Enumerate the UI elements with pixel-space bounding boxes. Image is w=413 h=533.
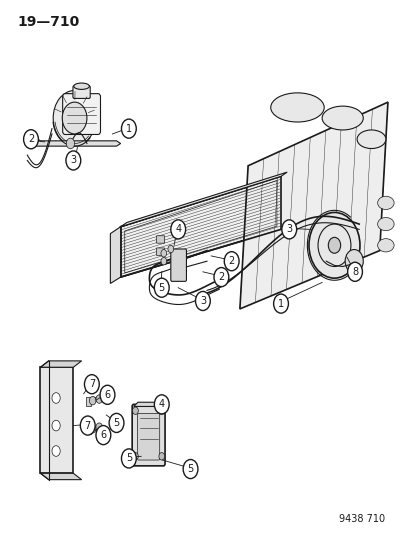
Circle shape xyxy=(52,393,60,403)
Circle shape xyxy=(168,245,173,253)
Circle shape xyxy=(96,395,102,403)
Text: 6: 6 xyxy=(100,430,106,440)
Circle shape xyxy=(308,213,359,278)
Polygon shape xyxy=(40,367,73,473)
Ellipse shape xyxy=(377,217,393,231)
Circle shape xyxy=(132,453,138,460)
Circle shape xyxy=(100,385,115,405)
Polygon shape xyxy=(40,361,81,367)
Text: 2: 2 xyxy=(28,134,34,144)
Text: 4: 4 xyxy=(158,399,164,409)
FancyBboxPatch shape xyxy=(171,249,186,281)
FancyBboxPatch shape xyxy=(156,248,164,255)
FancyBboxPatch shape xyxy=(132,405,165,466)
Circle shape xyxy=(89,424,96,433)
Circle shape xyxy=(195,292,210,311)
Text: 5: 5 xyxy=(187,464,193,474)
Circle shape xyxy=(132,407,138,415)
Polygon shape xyxy=(133,402,167,407)
Circle shape xyxy=(84,375,99,394)
Polygon shape xyxy=(85,425,97,434)
Text: 5: 5 xyxy=(126,454,132,463)
Circle shape xyxy=(161,257,166,265)
Circle shape xyxy=(347,262,361,281)
Polygon shape xyxy=(34,138,120,146)
Text: 4: 4 xyxy=(175,224,181,235)
FancyBboxPatch shape xyxy=(62,94,100,134)
Polygon shape xyxy=(120,172,287,227)
Circle shape xyxy=(273,294,288,313)
Polygon shape xyxy=(110,227,120,284)
Ellipse shape xyxy=(377,239,393,252)
Circle shape xyxy=(281,220,296,239)
Text: 1: 1 xyxy=(277,298,283,309)
Circle shape xyxy=(121,119,136,138)
Text: 5: 5 xyxy=(113,418,119,428)
Circle shape xyxy=(24,130,38,149)
FancyBboxPatch shape xyxy=(73,86,90,99)
Circle shape xyxy=(214,268,228,287)
Circle shape xyxy=(159,453,164,460)
Text: 2: 2 xyxy=(228,256,234,266)
FancyBboxPatch shape xyxy=(137,414,159,460)
Ellipse shape xyxy=(356,130,385,149)
FancyBboxPatch shape xyxy=(156,236,164,243)
Circle shape xyxy=(159,407,164,415)
Circle shape xyxy=(62,102,87,134)
Circle shape xyxy=(80,416,95,435)
Text: 6: 6 xyxy=(104,390,110,400)
Text: 8: 8 xyxy=(351,267,357,277)
Circle shape xyxy=(328,237,340,253)
Ellipse shape xyxy=(321,106,362,130)
Text: 1: 1 xyxy=(126,124,132,134)
Circle shape xyxy=(96,425,111,445)
Circle shape xyxy=(109,414,123,432)
Circle shape xyxy=(183,459,197,479)
Text: 5: 5 xyxy=(158,282,164,293)
Polygon shape xyxy=(85,398,97,406)
Polygon shape xyxy=(120,176,280,277)
Text: 3: 3 xyxy=(199,296,205,306)
Text: 3: 3 xyxy=(70,156,76,165)
Circle shape xyxy=(154,278,169,297)
Polygon shape xyxy=(40,473,81,480)
Circle shape xyxy=(344,249,362,273)
Circle shape xyxy=(171,220,185,239)
Circle shape xyxy=(96,423,102,431)
Ellipse shape xyxy=(270,93,323,122)
Circle shape xyxy=(53,91,96,146)
Circle shape xyxy=(121,449,136,468)
Text: 9438 710: 9438 710 xyxy=(338,514,384,523)
Text: 3: 3 xyxy=(285,224,292,235)
Circle shape xyxy=(154,395,169,414)
Circle shape xyxy=(161,249,166,257)
Circle shape xyxy=(52,420,60,431)
Circle shape xyxy=(224,252,238,271)
Text: 7: 7 xyxy=(84,421,90,431)
Circle shape xyxy=(89,397,96,405)
Text: 7: 7 xyxy=(88,379,95,389)
Circle shape xyxy=(52,446,60,456)
Ellipse shape xyxy=(74,83,89,90)
Text: 2: 2 xyxy=(218,272,224,282)
Polygon shape xyxy=(239,102,387,309)
Text: 19—710: 19—710 xyxy=(18,14,80,29)
Circle shape xyxy=(66,151,81,170)
Circle shape xyxy=(66,138,74,149)
Ellipse shape xyxy=(377,196,393,209)
